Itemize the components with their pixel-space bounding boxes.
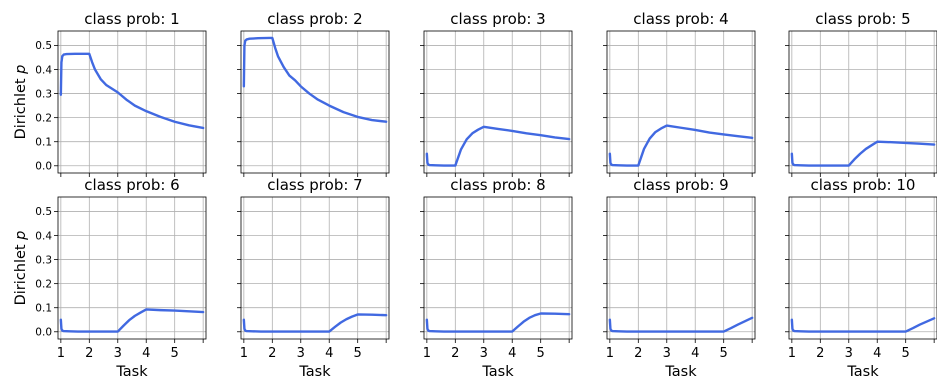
x-tick-label: 3 <box>663 346 671 361</box>
y-tick-label: 0.0 <box>35 327 52 339</box>
subplot-title: class prob: 9 <box>633 176 728 194</box>
x-axis-label: Task <box>481 364 514 378</box>
series-line <box>608 124 754 167</box>
plot-frame <box>788 30 937 174</box>
x-tick-label: 3 <box>297 346 305 361</box>
subplot-4: class prob: 4 <box>603 10 756 177</box>
series-line <box>608 316 754 333</box>
x-tick-label: 5 <box>902 346 910 361</box>
subplot-title: class prob: 1 <box>84 10 179 28</box>
subplot-title: class prob: 10 <box>811 176 916 194</box>
x-tick-label: 1 <box>423 346 431 361</box>
subplot-9: 1 2 3 4 5 class prob: 9 Task <box>603 176 756 378</box>
x-tick-label: 5 <box>537 346 545 361</box>
x-tick-label: 1 <box>788 346 796 361</box>
series-line <box>59 52 205 130</box>
y-tick-label: 0.3 <box>35 88 52 100</box>
x-tick-label: 3 <box>845 346 853 361</box>
subplot-7: 1 2 3 4 5 class prob: 7 Task <box>237 176 390 378</box>
y-tick-label: 0.4 <box>35 64 52 76</box>
subplot-3: class prob: 3 <box>420 10 573 177</box>
y-tick-label: 0.1 <box>35 137 52 149</box>
series-line <box>242 36 388 123</box>
y-axis-label: Dirichlet p <box>13 231 29 306</box>
plot-frame <box>606 196 756 340</box>
plot-frame <box>240 196 390 340</box>
x-tick-label: 3 <box>480 346 488 361</box>
subplot-2: class prob: 2 <box>237 10 390 177</box>
x-tick-label: 5 <box>171 346 179 361</box>
subplot-title: class prob: 7 <box>267 176 362 194</box>
series-line <box>790 317 936 333</box>
subplot-title: class prob: 2 <box>267 10 362 28</box>
x-tick-label: 4 <box>325 346 333 361</box>
x-tick-label: 4 <box>873 346 881 361</box>
plot-frame <box>240 30 390 174</box>
x-tick-label: 5 <box>354 346 362 361</box>
y-tick-label: 0.3 <box>35 254 52 266</box>
plot-frame <box>788 196 937 340</box>
y-tick-label: 0.5 <box>35 40 52 52</box>
y-tick-label: 0.2 <box>35 112 52 124</box>
subplot-5: class prob: 5 <box>785 10 937 177</box>
series-line <box>425 125 571 167</box>
subplot-title: class prob: 5 <box>815 10 910 28</box>
subplot-title: class prob: 4 <box>633 10 728 28</box>
y-tick-label: 0.2 <box>35 278 52 290</box>
x-tick-label: 2 <box>816 346 824 361</box>
series-line <box>59 308 205 333</box>
y-axis-label: Dirichlet p <box>13 65 29 140</box>
subplot-title: class prob: 6 <box>84 176 179 194</box>
y-tick-label: 0.1 <box>35 303 52 315</box>
x-tick-label: 5 <box>720 346 728 361</box>
plot-frame <box>606 30 756 174</box>
series-line <box>242 313 388 333</box>
series-line <box>790 140 936 167</box>
x-tick-label: 1 <box>606 346 614 361</box>
x-tick-label: 1 <box>240 346 248 361</box>
plot-frame <box>423 30 573 174</box>
x-tick-label: 2 <box>451 346 459 361</box>
subplot-10: 1 2 3 4 5 class prob: 10 Task <box>785 176 937 378</box>
x-tick-label: 4 <box>508 346 516 361</box>
x-tick-label: 2 <box>85 346 93 361</box>
subplot-title: class prob: 8 <box>450 176 545 194</box>
plot-frame <box>57 30 207 174</box>
x-tick-label: 3 <box>114 346 122 361</box>
x-tick-label: 2 <box>634 346 642 361</box>
x-axis-label: Task <box>846 364 879 378</box>
plot-frame <box>423 196 573 340</box>
y-tick-label: 0.5 <box>35 206 52 218</box>
y-tick-label: 0.4 <box>35 230 52 242</box>
x-tick-label: 4 <box>142 346 150 361</box>
subplot-6: 0.0 0.1 0.2 0.3 0.4 0.5 1 2 3 4 5 class prob: 6 Task… <box>13 176 207 378</box>
plot-frame <box>57 196 207 340</box>
x-tick-label: 1 <box>57 346 65 361</box>
subplot-1: 0.0 0.1 0.2 0.3 0.4 0.5 class prob: 1 Dirichlet… <box>13 10 207 177</box>
x-axis-label: Task <box>664 364 697 378</box>
subplot-title: class prob: 3 <box>450 10 545 28</box>
series-line <box>425 312 571 333</box>
x-axis-label: Task <box>115 364 148 378</box>
x-tick-label: 2 <box>268 346 276 361</box>
x-axis-label: Task <box>298 364 331 378</box>
x-tick-label: 4 <box>691 346 699 361</box>
subplot-8: 1 2 3 4 5 class prob: 8 Task <box>420 176 573 378</box>
y-tick-label: 0.0 <box>35 161 52 173</box>
